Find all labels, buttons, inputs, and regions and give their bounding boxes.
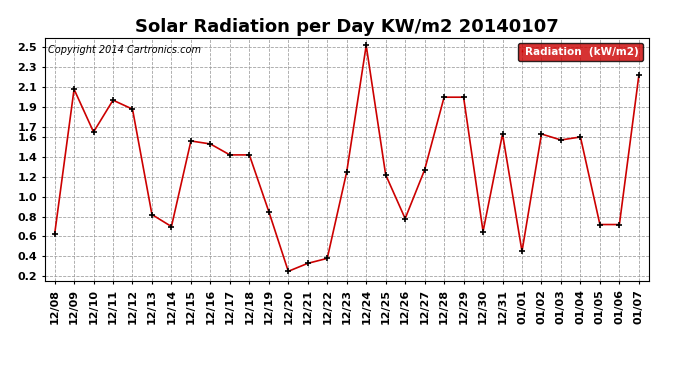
Legend: Radiation  (kW/m2): Radiation (kW/m2) [518, 43, 643, 61]
Title: Solar Radiation per Day KW/m2 20140107: Solar Radiation per Day KW/m2 20140107 [135, 18, 559, 36]
Text: Copyright 2014 Cartronics.com: Copyright 2014 Cartronics.com [48, 45, 201, 55]
